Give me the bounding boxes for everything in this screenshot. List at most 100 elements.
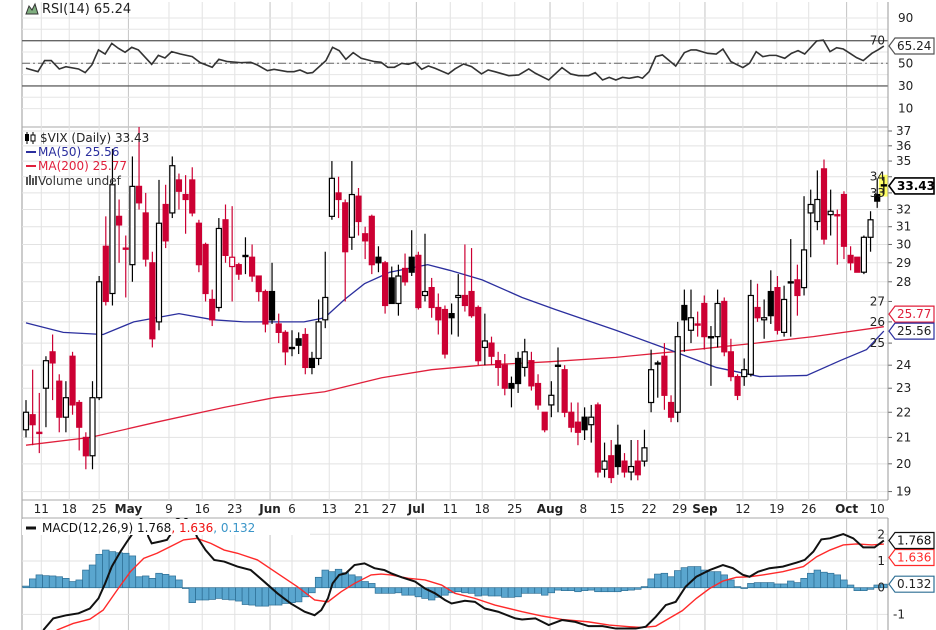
candle xyxy=(774,276,781,335)
price-axis-label: 20 xyxy=(896,457,911,471)
candle-body xyxy=(528,360,535,387)
axis-labels: 11 18 25 May 9 16 23 Jun 6 13 21 27 Jul 11 18 25 Aug 8 15 2… xyxy=(34,2,913,630)
histogram-bar xyxy=(215,587,223,599)
candle-body xyxy=(674,336,681,413)
histogram-bar xyxy=(95,553,103,589)
x-axis-label: 10 xyxy=(870,502,885,516)
candle-body xyxy=(661,355,668,396)
ma50-value-tag-text: 25.56 xyxy=(897,324,931,338)
candle-body xyxy=(315,321,322,360)
candle xyxy=(355,188,362,236)
candle-body xyxy=(295,338,302,346)
histogram-bar xyxy=(308,587,316,594)
candle-body xyxy=(800,249,808,289)
price-value-tag: 33.43 xyxy=(888,177,935,195)
candle-body xyxy=(734,375,741,396)
candle xyxy=(49,334,56,401)
histogram-bar xyxy=(228,587,236,601)
candle-body xyxy=(129,185,136,266)
price-axis-label: 30 xyxy=(896,237,911,251)
x-axis-label: 15 xyxy=(610,502,625,516)
candle-body xyxy=(149,262,156,340)
volume-icon xyxy=(26,175,37,185)
candle-body xyxy=(328,177,335,217)
candle-body xyxy=(189,179,196,214)
candle xyxy=(820,159,828,245)
candle-body xyxy=(368,215,375,266)
macd-line xyxy=(42,518,885,630)
candle-body xyxy=(554,364,562,367)
candle-body xyxy=(561,369,568,413)
rsi-axis-label: 10 xyxy=(898,102,913,116)
histogram-bar xyxy=(68,581,77,589)
candle-body xyxy=(22,411,30,431)
candle-body xyxy=(534,382,542,406)
histogram-bar xyxy=(567,587,575,591)
histogram-bar xyxy=(35,574,43,589)
candle xyxy=(461,244,468,312)
x-axis-label: 12 xyxy=(735,502,750,516)
histogram-bar xyxy=(727,579,735,589)
candle-body xyxy=(495,360,502,369)
histogram-bar xyxy=(48,575,57,589)
candle-body xyxy=(475,306,482,362)
price-axis-label: 28 xyxy=(896,275,911,289)
histogram-bar xyxy=(580,587,589,591)
candle-body xyxy=(448,313,455,319)
candle xyxy=(428,277,435,318)
candle xyxy=(534,374,542,410)
histogram-bar xyxy=(181,587,190,589)
rsi-legend: RSI(14) 65.24 xyxy=(25,2,131,17)
histogram-bar xyxy=(201,587,210,601)
candle xyxy=(342,199,349,302)
candle xyxy=(874,178,881,208)
ma200-legend-label: MA(200) 25.77 xyxy=(38,159,127,173)
candle-body xyxy=(182,193,189,201)
rsi-value-tag: 65.24 xyxy=(888,37,935,55)
candle xyxy=(787,239,794,337)
candle-body xyxy=(461,294,468,307)
candle xyxy=(162,184,169,249)
candle xyxy=(295,332,302,355)
candle-body xyxy=(634,460,641,476)
candle xyxy=(282,330,289,366)
histogram-bar xyxy=(188,587,196,604)
candle-body xyxy=(588,416,595,426)
candle xyxy=(222,204,229,263)
price-legend: $VIX (Daily) 33.43 MA(50) 25.56 MA(200) … xyxy=(25,131,149,188)
histogram-bar xyxy=(142,575,150,589)
candle xyxy=(501,354,508,396)
candle-body xyxy=(169,165,176,214)
candle xyxy=(82,432,89,470)
candle xyxy=(647,349,655,413)
rsi-value-tag-box xyxy=(888,37,935,55)
candle xyxy=(322,251,329,329)
candle-body xyxy=(827,210,834,216)
histogram-bar xyxy=(368,583,376,589)
candle xyxy=(641,429,648,467)
histogram-bar xyxy=(288,587,296,604)
candle xyxy=(521,338,528,377)
rsi-line xyxy=(25,39,885,81)
histogram-value-tag-box xyxy=(888,575,935,593)
candle-body xyxy=(594,404,602,473)
candle-body xyxy=(342,202,349,253)
candle xyxy=(701,295,708,350)
price-value-tag-box xyxy=(888,177,935,195)
x-axis-label: 16 xyxy=(195,502,210,516)
candle-body xyxy=(49,351,56,364)
candle-body xyxy=(568,411,575,428)
ma50-legend-label: MA(50) 25.56 xyxy=(38,145,119,159)
histogram-bar xyxy=(787,580,795,589)
candle xyxy=(508,376,515,408)
x-axis-label: 18 xyxy=(62,502,77,516)
candle xyxy=(661,343,668,410)
price-axis-label: 22 xyxy=(896,405,911,419)
candle xyxy=(780,285,788,337)
candle xyxy=(495,351,502,386)
histogram-bar xyxy=(82,569,90,589)
histogram-bar xyxy=(55,576,63,589)
histogram-bar xyxy=(314,576,323,589)
candle xyxy=(175,173,183,210)
